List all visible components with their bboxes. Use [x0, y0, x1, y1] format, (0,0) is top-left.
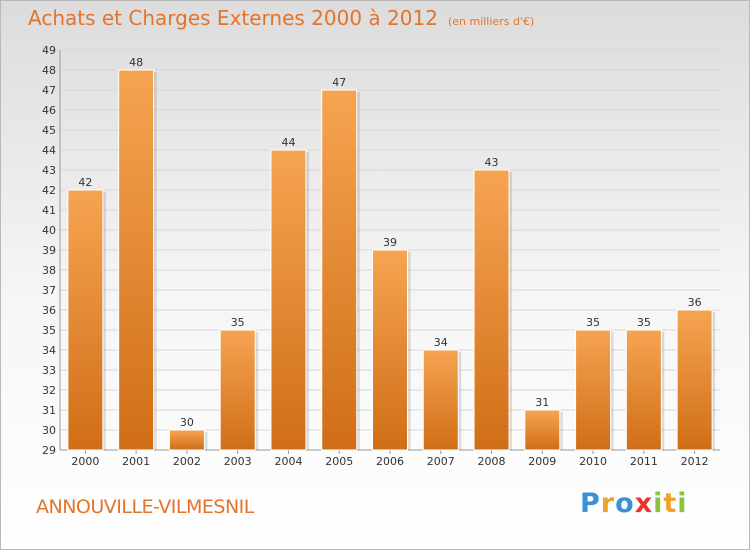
- logo-letter: t: [663, 488, 678, 519]
- x-tick-label: 2001: [122, 455, 150, 468]
- axes: 29 30 31 32 33 34 35 36 37 38 39 40 41 42 43 44 45 46 47 48…: [42, 44, 720, 468]
- bar-value-label: 34: [434, 336, 448, 349]
- y-tick-label: 45: [42, 124, 56, 137]
- x-tick-label: 2009: [528, 455, 556, 468]
- bar: [321, 89, 358, 451]
- y-tick-label: 31: [42, 404, 56, 417]
- y-tick-label: 35: [42, 324, 56, 337]
- y-tick-label: 34: [42, 344, 56, 357]
- logo-letter: r: [600, 488, 616, 519]
- y-tick-label: 43: [42, 164, 56, 177]
- y-tick-label: 49: [42, 44, 56, 57]
- logo-letter: i: [653, 488, 664, 519]
- y-tick-label: 42: [42, 184, 56, 197]
- bar: [524, 409, 561, 451]
- bar-value-label: 42: [78, 176, 92, 189]
- x-tick-label: 2002: [173, 455, 201, 468]
- bars: [67, 69, 716, 451]
- bar: [118, 69, 155, 451]
- bar: [575, 329, 612, 451]
- y-tick-label: 38: [42, 264, 56, 277]
- y-tick-label: 48: [42, 64, 56, 77]
- x-tick-label: 2007: [427, 455, 455, 468]
- y-tick-label: 33: [42, 364, 56, 377]
- bar-value-label: 47: [332, 76, 346, 89]
- chart-subtitle: (en milliers d'€): [447, 15, 535, 28]
- y-tick-label: 46: [42, 104, 56, 117]
- x-tick-label: 2006: [376, 455, 404, 468]
- bar: [270, 149, 307, 451]
- x-tick-label: 2003: [224, 455, 252, 468]
- x-tick-label: 2004: [274, 455, 302, 468]
- title-text: Achats et Charges Externes 2000 à 2012: [28, 6, 438, 30]
- y-tick-label: 44: [42, 144, 56, 157]
- y-tick-label: 39: [42, 244, 56, 257]
- bar: [372, 249, 408, 451]
- y-tick-label: 32: [42, 384, 56, 397]
- bar-value-label: 44: [281, 136, 295, 149]
- commune-name: ANNOUVILLE-VILMESNIL: [36, 496, 254, 518]
- chart-title: Achats et Charges Externes 2000 à 2012 (e…: [28, 6, 534, 30]
- x-tick-label: 2010: [579, 455, 607, 468]
- bar-value-label: 48: [129, 56, 143, 69]
- bar-value-label: 31: [535, 396, 549, 409]
- bar: [422, 349, 459, 451]
- y-tick-label: 30: [42, 424, 56, 437]
- y-tick-label: 41: [42, 204, 56, 217]
- bar-value-label: 39: [383, 236, 397, 249]
- y-tick-label: 36: [42, 304, 56, 317]
- bar: [67, 189, 104, 451]
- bar-value-label: 43: [485, 156, 499, 169]
- bar-value-label: 35: [637, 316, 651, 329]
- x-tick-label: 2011: [630, 455, 658, 468]
- bar-value-label: 35: [231, 316, 245, 329]
- y-tick-label: 37: [42, 284, 56, 297]
- data-labels: 42 48 30 35 44 47 39 34 43 31 35 35 36: [78, 56, 701, 429]
- logo-letter: P: [580, 488, 601, 519]
- x-tick-label: 2008: [478, 455, 506, 468]
- x-tick-label: 2012: [681, 455, 709, 468]
- bar-value-label: 36: [688, 296, 702, 309]
- bar: [473, 169, 510, 451]
- x-tick-label: 2005: [325, 455, 353, 468]
- bar: [168, 429, 205, 451]
- bar: [676, 309, 713, 451]
- bar: [625, 329, 662, 451]
- logo-letter: o: [615, 488, 635, 519]
- logo-letter: i: [677, 488, 688, 519]
- proxiti-logo[interactable]: Proxiti: [580, 488, 688, 519]
- bar-value-label: 35: [586, 316, 600, 329]
- logo-letter: x: [634, 488, 654, 519]
- y-tick-label: 40: [42, 224, 56, 237]
- bar-value-label: 30: [180, 416, 194, 429]
- x-tick-label: 2000: [71, 455, 99, 468]
- y-tick-label: 29: [42, 444, 56, 457]
- bar: [219, 329, 256, 451]
- y-tick-label: 47: [42, 84, 56, 97]
